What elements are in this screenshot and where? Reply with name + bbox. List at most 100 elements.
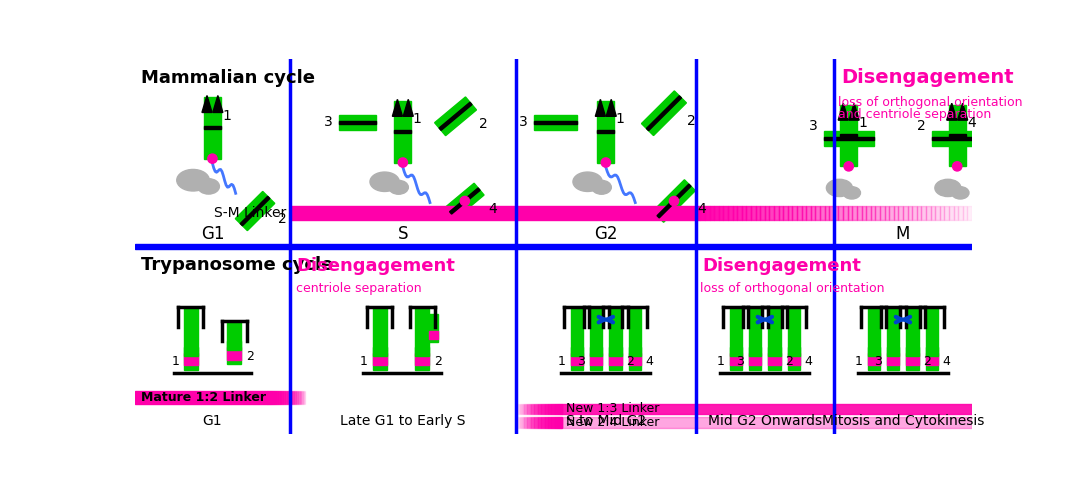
Bar [906,353,919,365]
Bar [797,206,801,220]
Bar [730,346,742,356]
Bar [705,206,710,220]
Bar [563,417,972,428]
Bar [932,137,983,140]
Bar [434,97,476,136]
Ellipse shape [177,169,210,191]
Bar [917,206,921,220]
Text: 1: 1 [360,355,368,368]
Bar [894,206,899,220]
Bar [563,404,972,414]
Bar [373,308,387,369]
Bar [240,196,270,226]
Bar [415,308,429,369]
Bar [824,137,874,140]
Ellipse shape [573,172,603,191]
Bar [204,126,221,129]
Bar [339,121,377,124]
Text: S: S [397,225,408,243]
Bar [848,206,852,220]
Bar [807,206,811,220]
Bar [852,206,856,220]
Bar [907,206,913,220]
Bar [756,206,760,220]
Bar [768,353,781,365]
Circle shape [460,196,470,205]
Bar [719,206,724,220]
Polygon shape [202,96,212,112]
Bar [787,353,800,365]
Bar [204,97,221,159]
Bar [840,105,858,166]
Bar [948,134,966,137]
Circle shape [670,196,678,205]
Bar [748,308,761,369]
Bar [932,131,983,146]
Bar [931,206,935,220]
Bar [825,206,829,220]
Bar [838,206,843,220]
Bar [774,206,779,220]
Bar [793,206,797,220]
Bar [730,308,742,369]
Bar [958,206,962,220]
Text: 3: 3 [578,355,585,368]
Bar [899,206,903,220]
Bar [968,206,972,220]
Bar [696,206,701,220]
Text: 2: 2 [478,117,487,131]
Bar [885,206,889,220]
Bar [373,346,387,356]
Text: 1: 1 [413,112,422,126]
Bar [415,353,429,365]
Text: 4: 4 [646,355,653,368]
Text: 3: 3 [809,120,818,133]
Text: 1: 1 [859,116,867,130]
Text: Trypanosome cycle: Trypanosome cycle [141,256,334,274]
Bar [748,346,761,356]
Bar [948,105,966,166]
Bar [714,206,719,220]
Bar [738,206,742,220]
Text: G2: G2 [594,225,618,243]
Bar [768,346,781,356]
Bar [769,206,774,220]
Bar [135,244,972,249]
Text: 3: 3 [519,116,528,129]
Text: Disengagement: Disengagement [841,68,1014,87]
Bar [880,206,885,220]
Bar [829,206,834,220]
Bar [779,206,783,220]
Ellipse shape [935,179,961,197]
Text: Mature 1:2 Linker: Mature 1:2 Linker [141,391,266,404]
Bar [590,308,603,369]
Bar [609,308,622,369]
Bar [629,346,642,356]
Bar [748,353,761,365]
Bar [787,346,800,356]
Bar [887,346,900,356]
Text: G1: G1 [201,225,225,243]
Text: centriole separation: centriole separation [296,282,421,295]
Bar [415,346,429,356]
Polygon shape [838,103,848,120]
Bar [732,206,738,220]
Text: loss of orthogonal orientation: loss of orthogonal orientation [838,96,1023,108]
Bar [866,206,870,220]
Bar [609,346,622,356]
Bar [867,353,880,365]
Polygon shape [958,103,968,120]
Bar [926,346,939,356]
Bar [788,206,793,220]
Bar [783,206,788,220]
Text: 2: 2 [246,350,254,363]
Bar [834,206,838,220]
Bar [339,115,377,130]
Text: 4: 4 [488,202,497,216]
Circle shape [845,162,853,171]
Text: 4: 4 [698,202,706,216]
Bar [657,184,691,218]
Bar [609,353,622,365]
Bar [889,206,894,220]
Text: 2: 2 [917,120,927,133]
